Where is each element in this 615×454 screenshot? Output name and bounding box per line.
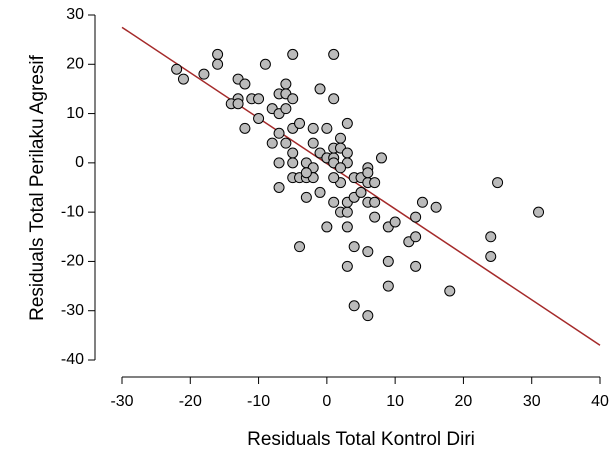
x-tick-label: 20 bbox=[455, 393, 473, 410]
y-tick-label: 30 bbox=[66, 6, 84, 23]
y-axis-title: Residuals Total Perilaku Agresif bbox=[27, 54, 48, 321]
data-point bbox=[273, 157, 285, 169]
data-point bbox=[212, 58, 224, 70]
data-point bbox=[212, 48, 224, 60]
data-point bbox=[328, 196, 340, 208]
data-point bbox=[335, 162, 347, 174]
x-tick-label: -20 bbox=[179, 393, 202, 410]
data-point bbox=[362, 167, 374, 179]
data-point bbox=[410, 231, 422, 243]
data-point bbox=[198, 68, 210, 80]
data-point bbox=[485, 251, 497, 262]
data-point bbox=[287, 93, 299, 105]
data-point bbox=[287, 147, 299, 159]
data-point bbox=[362, 246, 374, 258]
data-point bbox=[294, 241, 306, 253]
data-point bbox=[341, 117, 353, 129]
data-point bbox=[328, 172, 340, 184]
data-point bbox=[321, 221, 333, 233]
data-point bbox=[294, 117, 306, 129]
data-point bbox=[355, 186, 367, 198]
data-point bbox=[430, 201, 442, 213]
data-point bbox=[266, 137, 278, 149]
data-point bbox=[300, 191, 312, 203]
y-tick-label: -30 bbox=[61, 302, 84, 319]
data-point bbox=[273, 182, 285, 193]
data-point bbox=[273, 127, 285, 139]
x-tick-label: -10 bbox=[247, 393, 270, 410]
data-point bbox=[328, 93, 340, 105]
data-point bbox=[382, 280, 394, 292]
y-tick-label: 20 bbox=[66, 56, 84, 73]
y-tick-label: 0 bbox=[75, 154, 84, 171]
data-point bbox=[348, 300, 360, 312]
data-point bbox=[253, 93, 265, 105]
data-point bbox=[253, 113, 265, 124]
data-point bbox=[416, 196, 428, 208]
y-tick-label: 10 bbox=[66, 105, 84, 122]
data-point bbox=[362, 310, 374, 322]
data-point bbox=[335, 132, 347, 144]
data-point bbox=[314, 186, 326, 198]
data-point bbox=[307, 137, 319, 149]
x-tick-label: -30 bbox=[110, 393, 133, 410]
data-point bbox=[280, 103, 292, 115]
data-point bbox=[177, 73, 189, 85]
x-tick-label: 30 bbox=[523, 393, 541, 410]
data-point bbox=[287, 157, 299, 169]
data-point bbox=[328, 48, 340, 60]
data-point bbox=[287, 48, 299, 60]
x-tick-label: 40 bbox=[591, 393, 609, 410]
data-point bbox=[369, 177, 381, 189]
data-point bbox=[341, 206, 353, 218]
data-point bbox=[341, 221, 353, 233]
y-tick-label: -20 bbox=[61, 253, 84, 270]
data-point bbox=[410, 260, 422, 272]
data-point bbox=[280, 78, 292, 90]
x-tick-label: 0 bbox=[322, 393, 331, 410]
data-point bbox=[280, 137, 292, 149]
data-point bbox=[369, 196, 381, 208]
regression-line bbox=[121, 26, 601, 346]
data-point bbox=[444, 285, 456, 297]
data-point bbox=[341, 147, 353, 159]
data-point bbox=[307, 122, 319, 134]
data-point bbox=[259, 58, 271, 70]
data-point bbox=[410, 211, 422, 223]
data-point bbox=[382, 255, 394, 267]
data-point bbox=[533, 206, 545, 218]
data-point bbox=[239, 78, 251, 90]
data-point bbox=[348, 241, 360, 253]
data-point bbox=[369, 211, 381, 223]
data-point bbox=[314, 83, 326, 95]
y-tick-label: -10 bbox=[61, 203, 84, 220]
data-point bbox=[239, 122, 251, 134]
data-point bbox=[375, 152, 387, 164]
y-tick-label: -40 bbox=[61, 351, 84, 368]
x-tick-label: 10 bbox=[386, 393, 404, 410]
data-point bbox=[232, 98, 244, 110]
data-point bbox=[341, 260, 353, 272]
data-point bbox=[321, 122, 333, 134]
data-point bbox=[300, 167, 312, 179]
data-point bbox=[389, 216, 401, 228]
data-point bbox=[485, 231, 497, 243]
data-point bbox=[492, 177, 504, 189]
x-axis-title: Residuals Total Kontrol Diri bbox=[247, 429, 475, 450]
data-point bbox=[171, 63, 183, 75]
